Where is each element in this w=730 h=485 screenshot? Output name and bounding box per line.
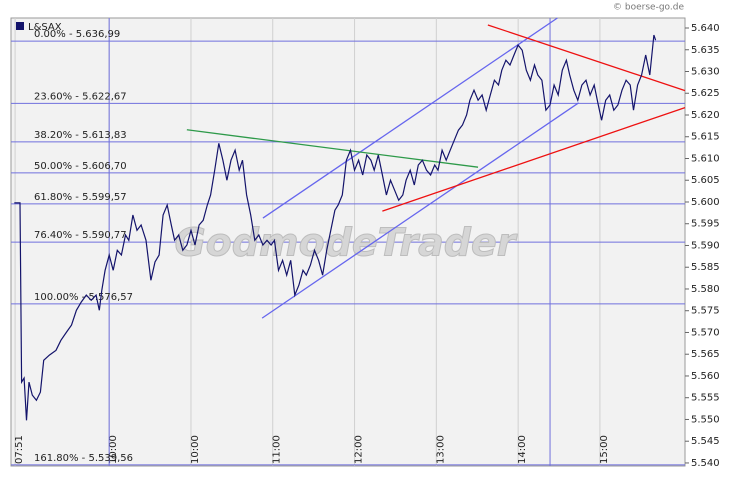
trendline [186, 129, 479, 168]
fib-label: 61.80% - 5.599,57 [34, 192, 127, 203]
legend-swatch [16, 22, 24, 30]
y-tick-label: 5.635 [691, 45, 720, 56]
fib-label: 161.80% - 5.539,56 [34, 453, 133, 464]
trendline [487, 24, 686, 92]
trendline [382, 106, 686, 212]
y-tick-label: 5.550 [691, 414, 720, 425]
y-tick-label: 5.600 [691, 197, 720, 208]
fib-label: 23.60% - 5.622,67 [34, 91, 127, 102]
y-tick-label: 5.620 [691, 110, 720, 121]
y-tick-label: 5.565 [691, 349, 720, 360]
y-tick-label: 5.545 [691, 436, 720, 447]
x-tick-label: 10:00 [108, 435, 119, 464]
y-tick-label: 5.575 [691, 306, 720, 317]
x-tick-label: 10:00 [190, 435, 201, 464]
y-tick-label: 5.555 [691, 393, 720, 404]
y-tick-label: 5.585 [691, 262, 720, 273]
legend-label: L&SAX [28, 22, 62, 33]
y-tick-label: 5.630 [691, 66, 720, 77]
watermark: GodmodeTrader [174, 221, 517, 265]
fib-label: 50.00% - 5.606,70 [34, 161, 127, 172]
fib-label: 38.20% - 5.613,83 [34, 130, 127, 141]
y-tick-label: 5.580 [691, 284, 720, 295]
y-tick-label: 5.610 [691, 153, 720, 164]
y-tick-label: 5.590 [691, 240, 720, 251]
source: © boerse-go.de [613, 3, 684, 13]
y-tick-label: 5.605 [691, 175, 720, 186]
x-tick-label: 13:00 [435, 435, 446, 464]
price-line [14, 34, 657, 421]
x-tick-label: 12:00 [354, 435, 365, 464]
fib-label: 0.00% - 5.636,99 [34, 29, 120, 40]
x-tick-label: 07:51 [14, 435, 25, 464]
y-tick-label: 5.615 [691, 132, 720, 143]
trendline [262, 17, 558, 219]
x-tick-label: 14:00 [517, 435, 528, 464]
fib-label: 76.40% - 5.590,77 [34, 230, 127, 241]
x-tick-label: 15:00 [599, 435, 610, 464]
y-tick-label: 5.540 [691, 458, 720, 469]
y-tick-label: 5.640 [691, 23, 720, 34]
y-tick-label: 5.625 [691, 88, 720, 99]
y-tick-label: 5.560 [691, 371, 720, 382]
y-tick-label: 5.570 [691, 327, 720, 338]
fib-label: 100.00% - 5.576,57 [34, 292, 133, 303]
trendline [261, 102, 580, 319]
y-tick-label: 5.595 [691, 219, 720, 230]
x-tick-label: 11:00 [272, 435, 283, 464]
